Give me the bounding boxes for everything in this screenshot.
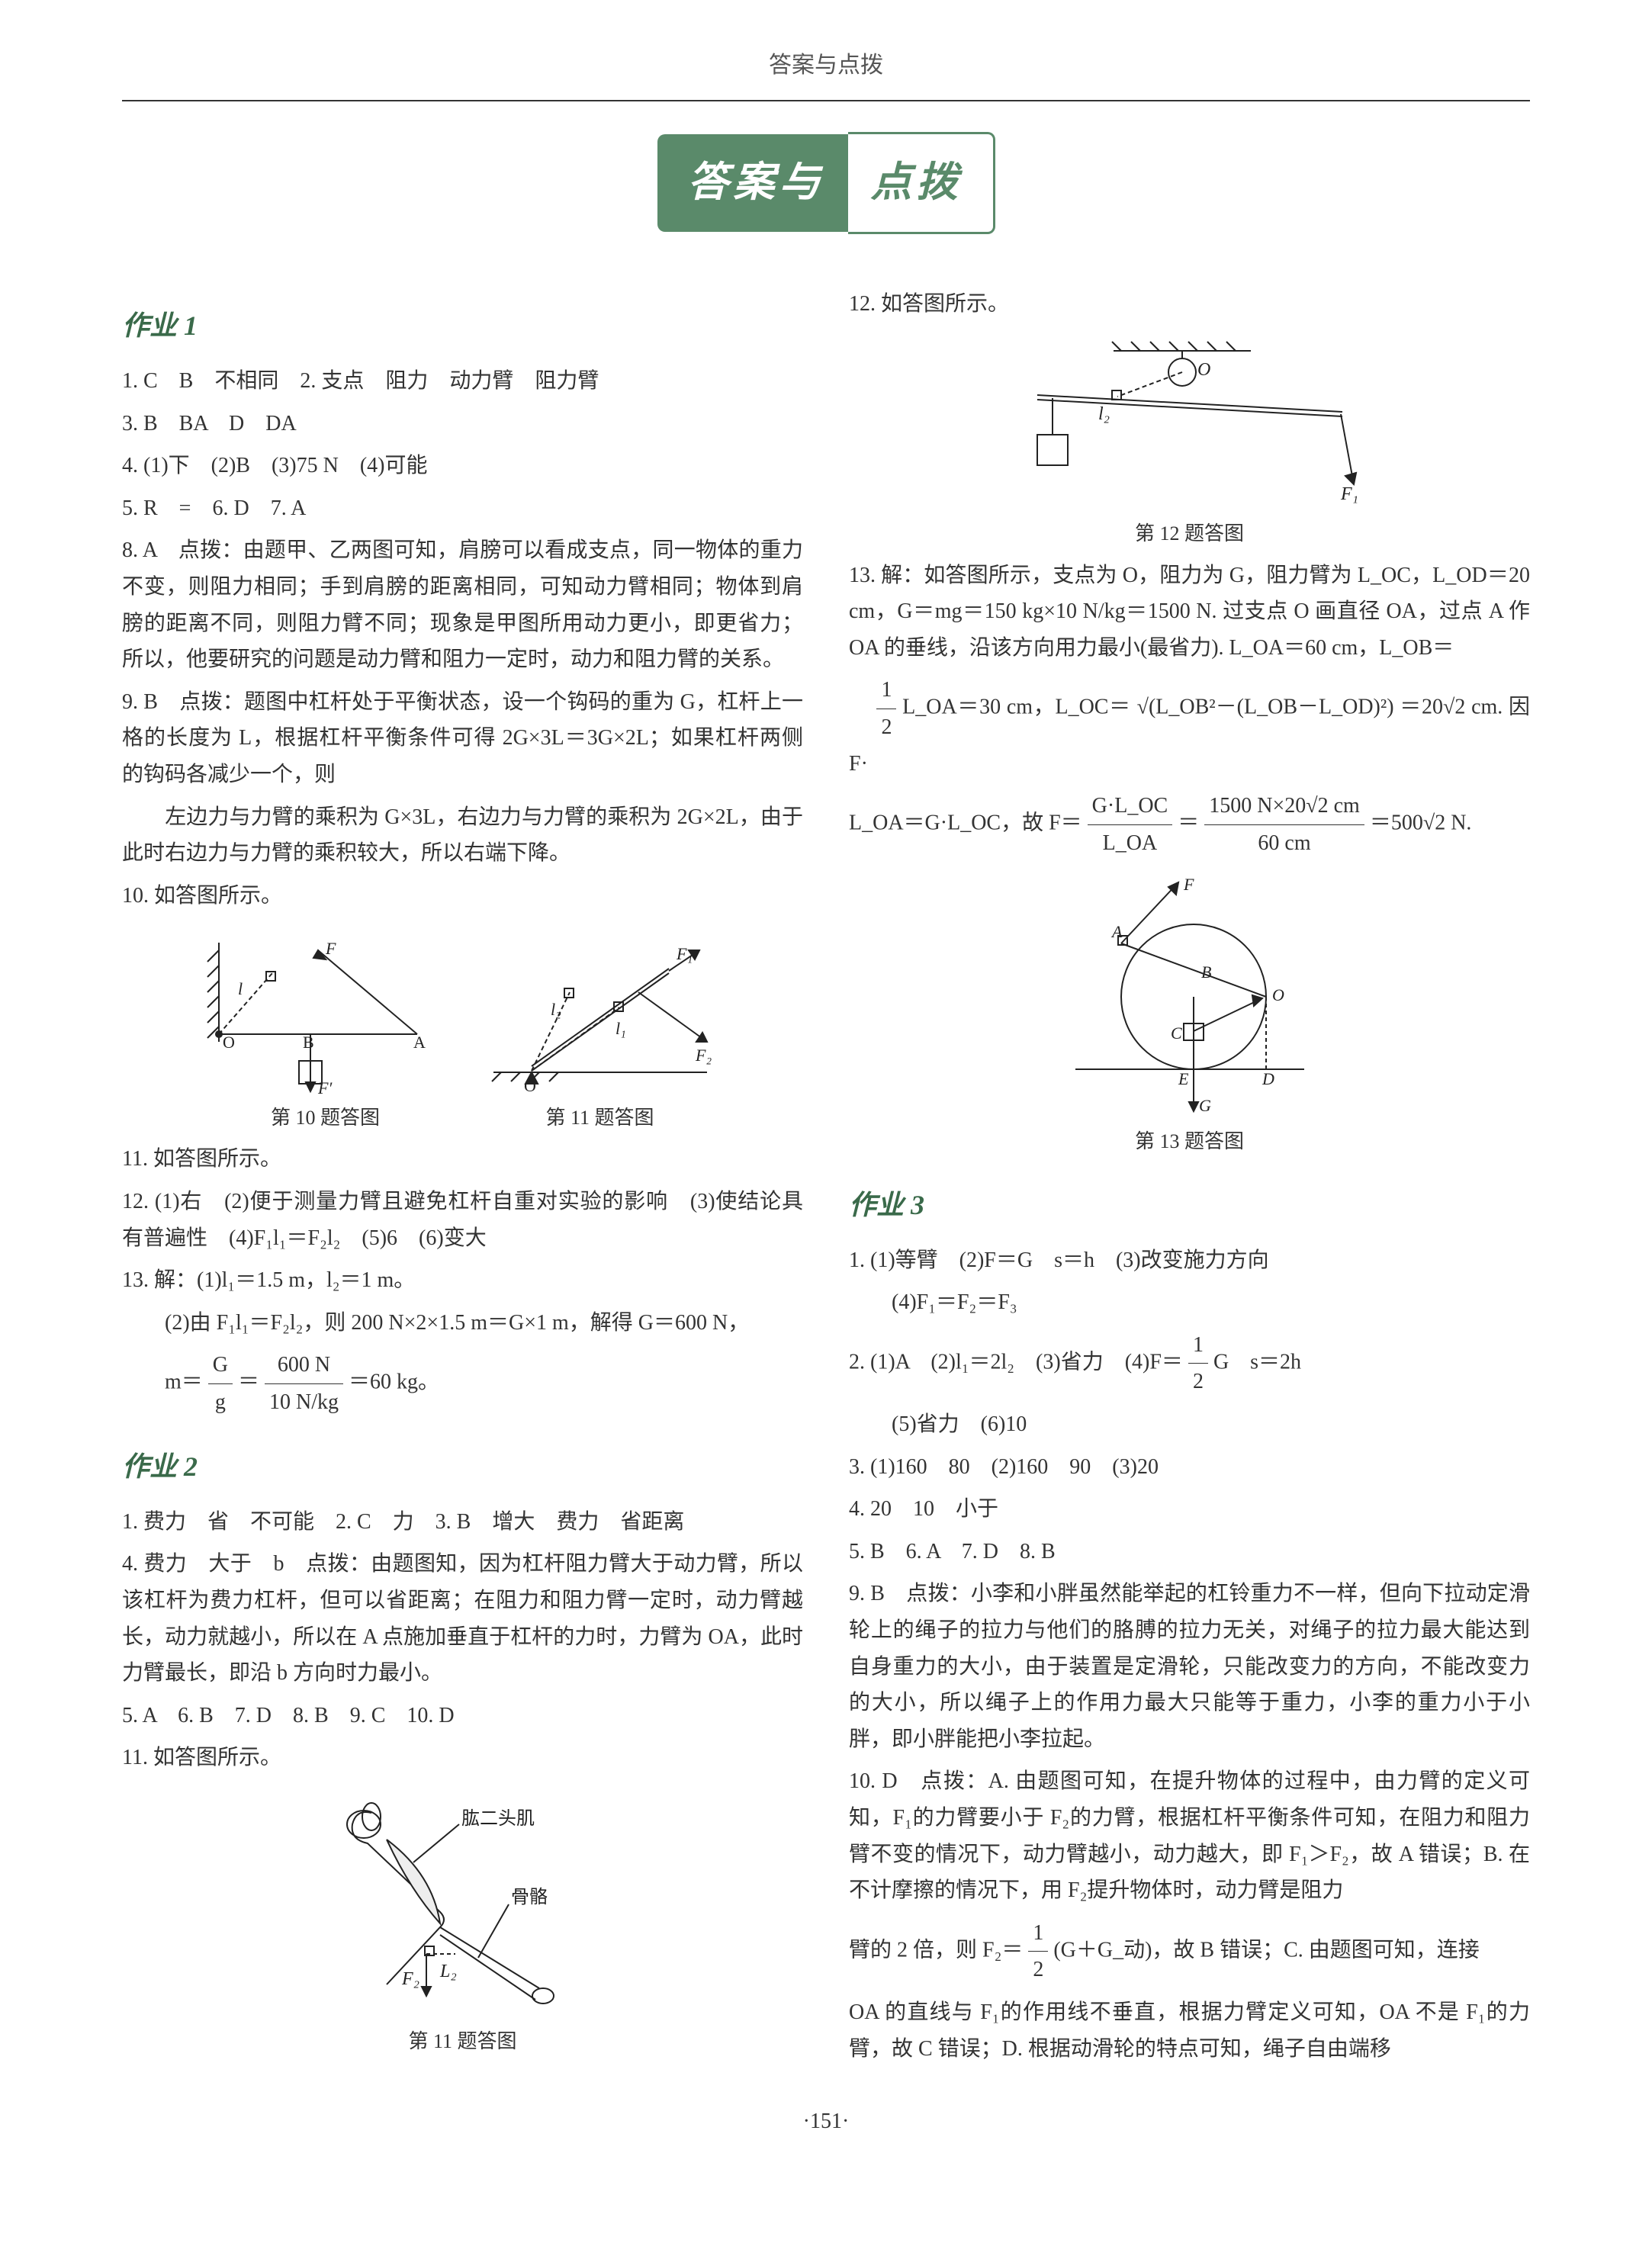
running-head: 答案与点拨 — [122, 46, 1530, 101]
hw3-item2: 2. (1)A (2)l₁＝2l₂ (3)省力 (4)F＝ 12 G s＝2h — [849, 1327, 1530, 1400]
svg-text:l₁: l₁ — [615, 1019, 626, 1038]
svg-text:F₂: F₂ — [695, 1046, 712, 1065]
hw3-item: (5)省力 (6)10 — [849, 1406, 1530, 1443]
hw1-item: 3. B BA D DA — [122, 406, 803, 442]
hw2-figure-11: 肱二头肌 骨骼 F₂ L₂ 第 11 题答图 — [122, 1790, 803, 2058]
hw2-item12: 12. 如答图所示。 — [849, 286, 1530, 323]
svg-text:l₂: l₂ — [551, 1000, 561, 1019]
hw3-title: 作业 3 — [849, 1182, 1530, 1229]
left-column: 作业 1 1. C B 不相同 2. 支点 阻力 动力臂 阻力臂 3. B BA… — [122, 280, 803, 2073]
figure-arm-caption: 第 11 题答图 — [326, 2025, 600, 2058]
hw1-item: 左边力与力臂的乘积为 G×3L，右边力与力臂的乘积为 2G×2L，由于此时右边力… — [122, 799, 803, 872]
hw1-item: 13. 解：(1)l₁＝1.5 m，l₂＝1 m。 — [122, 1262, 803, 1299]
svg-text:O: O — [1197, 360, 1210, 380]
svg-text:肱二头肌: 肱二头肌 — [461, 1808, 535, 1829]
hw1-item: 10. 如答图所示。 — [122, 878, 803, 914]
hw3-item: (4)F₁＝F₂＝F₃ — [849, 1284, 1530, 1321]
svg-text:G: G — [1199, 1096, 1211, 1115]
svg-text:F: F — [1183, 875, 1194, 894]
hw3-item: 1. (1)等臂 (2)F＝G s＝h (3)改变施力方向 — [849, 1242, 1530, 1279]
hw1-item: 8. A 点拨：由题甲、乙两图可知，肩膀可以看成支点，同一物体的重力不变，则阻力… — [122, 532, 803, 677]
svg-text:A: A — [1110, 922, 1123, 941]
hw2-item13-frac2: L_OA＝G·L_OC，故 F＝ G·L_OCL_OA ＝ 1500 N×20√… — [849, 788, 1530, 861]
svg-text:F₂: F₂ — [401, 1969, 419, 1989]
hw1-title: 作业 1 — [122, 303, 803, 349]
hw1-figures-10-11: O B A F F′ l 第 10 题答图 — [122, 927, 803, 1135]
hw2-item: 11. 如答图所示。 — [122, 1740, 803, 1776]
hw3-item10-frac: 臂的 2 倍，则 F₂＝ 12 (G＋G_动)，故 B 错误；C. 由题图可知，… — [849, 1915, 1530, 1988]
svg-text:B: B — [1201, 962, 1211, 982]
hw2-figure-12: O l₂ F₁ 第 12 题答图 — [849, 336, 1530, 551]
svg-text:B: B — [303, 1033, 314, 1052]
figure-12-caption: 第 12 题答图 — [1007, 517, 1373, 551]
svg-text:D: D — [1261, 1069, 1274, 1088]
hw2-title: 作业 2 — [122, 1444, 803, 1490]
hw3-item: 4. 20 10 小于 — [849, 1491, 1530, 1528]
svg-text:F: F — [325, 939, 336, 958]
title-banner: 答案与点拨 — [551, 132, 1101, 234]
banner-right: 点拨 — [848, 132, 995, 234]
right-column: 12. 如答图所示。 — [849, 280, 1530, 2073]
page-number: ·151· — [122, 2103, 1530, 2140]
svg-text:C: C — [1171, 1023, 1182, 1043]
figure-11-caption: 第 11 题答图 — [478, 1101, 722, 1135]
hw1-item: 11. 如答图所示。 — [122, 1141, 803, 1178]
hw2-figure-13: A B C D E F G O 第 13 题答图 — [849, 875, 1530, 1158]
hw2-item: 5. A 6. B 7. D 8. B 9. C 10. D — [122, 1698, 803, 1734]
figure-arm: 肱二头肌 骨骼 F₂ L₂ 第 11 题答图 — [326, 1790, 600, 2058]
svg-text:L₂: L₂ — [439, 1962, 457, 1981]
hw2-item: 4. 费力 大于 b 点拨：由题图知，因为杠杆阻力臂大于动力臂，所以该杠杆为费力… — [122, 1546, 803, 1691]
hw3-item: 3. (1)160 80 (2)160 90 (3)20 — [849, 1449, 1530, 1486]
two-column-layout: 作业 1 1. C B 不相同 2. 支点 阻力 动力臂 阻力臂 3. B BA… — [122, 280, 1530, 2073]
figure-12: O l₂ F₁ 第 12 题答图 — [1007, 336, 1373, 551]
svg-text:l: l — [238, 979, 243, 998]
figure-13-caption: 第 13 题答图 — [1053, 1125, 1327, 1158]
svg-text:O: O — [524, 1076, 536, 1095]
hw1-item: 5. R = 6. D 7. A — [122, 490, 803, 527]
svg-text:E: E — [1178, 1069, 1189, 1088]
figure-13: A B C D E F G O 第 13 题答图 — [1053, 875, 1327, 1158]
hw1-item-mass: m＝ Gg ＝ 600 N10 N/kg ＝60 kg。 — [122, 1347, 803, 1420]
hw2-item13: 13. 解：如答图所示，支点为 O，阻力为 G，阻力臂为 L_OC，L_OD＝2… — [849, 558, 1530, 667]
figure-11: O F₁ F₂ l₁ l₂ 第 11 题答图 — [478, 927, 722, 1135]
banner-left: 答案与 — [657, 134, 848, 232]
figure-10: O B A F F′ l 第 10 题答图 — [204, 927, 448, 1135]
svg-text:A: A — [413, 1033, 426, 1052]
svg-text:l₂: l₂ — [1098, 404, 1110, 424]
hw1-item: 1. C B 不相同 2. 支点 阻力 动力臂 阻力臂 — [122, 363, 803, 400]
hw1-item: 12. (1)右 (2)便于测量力臂且避免杠杆自重对实验的影响 (3)使结论具有… — [122, 1184, 803, 1256]
hw1-item: (2)由 F₁l₁＝F₂l₂，则 200 N×2×1.5 m＝G×1 m，解得 … — [122, 1305, 803, 1342]
svg-text:F′: F′ — [317, 1078, 333, 1095]
svg-text:F₁: F₁ — [1340, 484, 1358, 504]
hw3-item: 9. B 点拨：小李和小胖虽然能举起的杠铃重力不一样，但向下拉动定滑轮上的绳子的… — [849, 1576, 1530, 1757]
hw3-item: 5. B 6. A 7. D 8. B — [849, 1534, 1530, 1570]
svg-text:O: O — [1272, 985, 1284, 1004]
svg-text:O: O — [223, 1033, 235, 1052]
hw3-item: OA 的直线与 F₁的作用线不垂直，根据力臂定义可知，OA 不是 F₁的力臂，故… — [849, 1994, 1530, 2067]
hw1-item: 4. (1)下 (2)B (3)75 N (4)可能 — [122, 448, 803, 484]
svg-text:F₁: F₁ — [676, 944, 693, 963]
hw3-item: 10. D 点拨：A. 由题图可知，在提升物体的过程中，由力臂的定义可知，F₁的… — [849, 1763, 1530, 1908]
hw1-item: 9. B 点拨：题图中杠杆处于平衡状态，设一个钩码的重为 G，杠杆上一格的长度为… — [122, 684, 803, 793]
svg-text:骨骼: 骨骼 — [511, 1887, 548, 1907]
figure-10-caption: 第 10 题答图 — [204, 1101, 448, 1135]
hw2-item13-frac1: 12 L_OA＝30 cm，L_OC＝ √(L_OB²－(L_OB－L_OD)²… — [849, 672, 1530, 782]
hw2-item: 1. 费力 省 不可能 2. C 力 3. B 增大 费力 省距离 — [122, 1504, 803, 1541]
